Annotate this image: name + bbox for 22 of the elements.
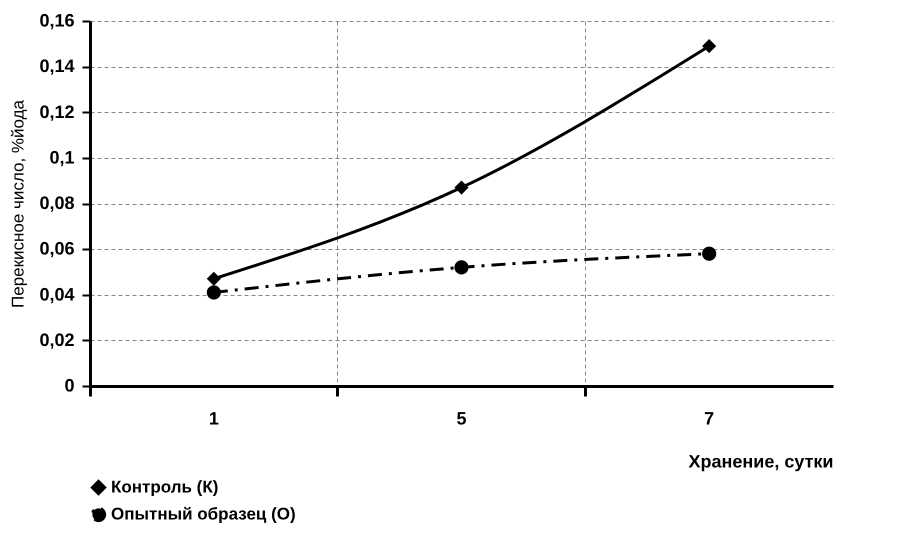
legend-label: Опытный образец (О): [111, 504, 296, 524]
y-tick-label: 0,06: [39, 238, 74, 259]
x-tick-label: 1: [208, 408, 219, 428]
y-tick-label: 0,02: [39, 330, 74, 350]
point: [702, 39, 716, 54]
legend-label: Контроль (К): [111, 478, 218, 496]
point: [454, 180, 469, 195]
point: [206, 285, 221, 300]
y-tick-label: 0,14: [39, 56, 74, 76]
y-tick-label: 0,12: [39, 102, 74, 122]
y-tick-label: 0,04: [39, 284, 74, 304]
y-tick-label: 0,1: [49, 147, 74, 168]
point: [206, 272, 221, 286]
y-axis-title: Перекисное число, %йода: [8, 99, 28, 308]
x-tick-label: 5: [456, 408, 467, 428]
y-tick-label: 0,08: [39, 193, 74, 213]
x-axis-title: Хранение, сутки: [688, 452, 834, 472]
point: [454, 260, 469, 274]
y-tick-label: 0: [64, 376, 74, 396]
y-tick-label: 0,16: [39, 10, 74, 30]
x-tick-label: 7: [704, 408, 714, 428]
point: [702, 246, 716, 261]
